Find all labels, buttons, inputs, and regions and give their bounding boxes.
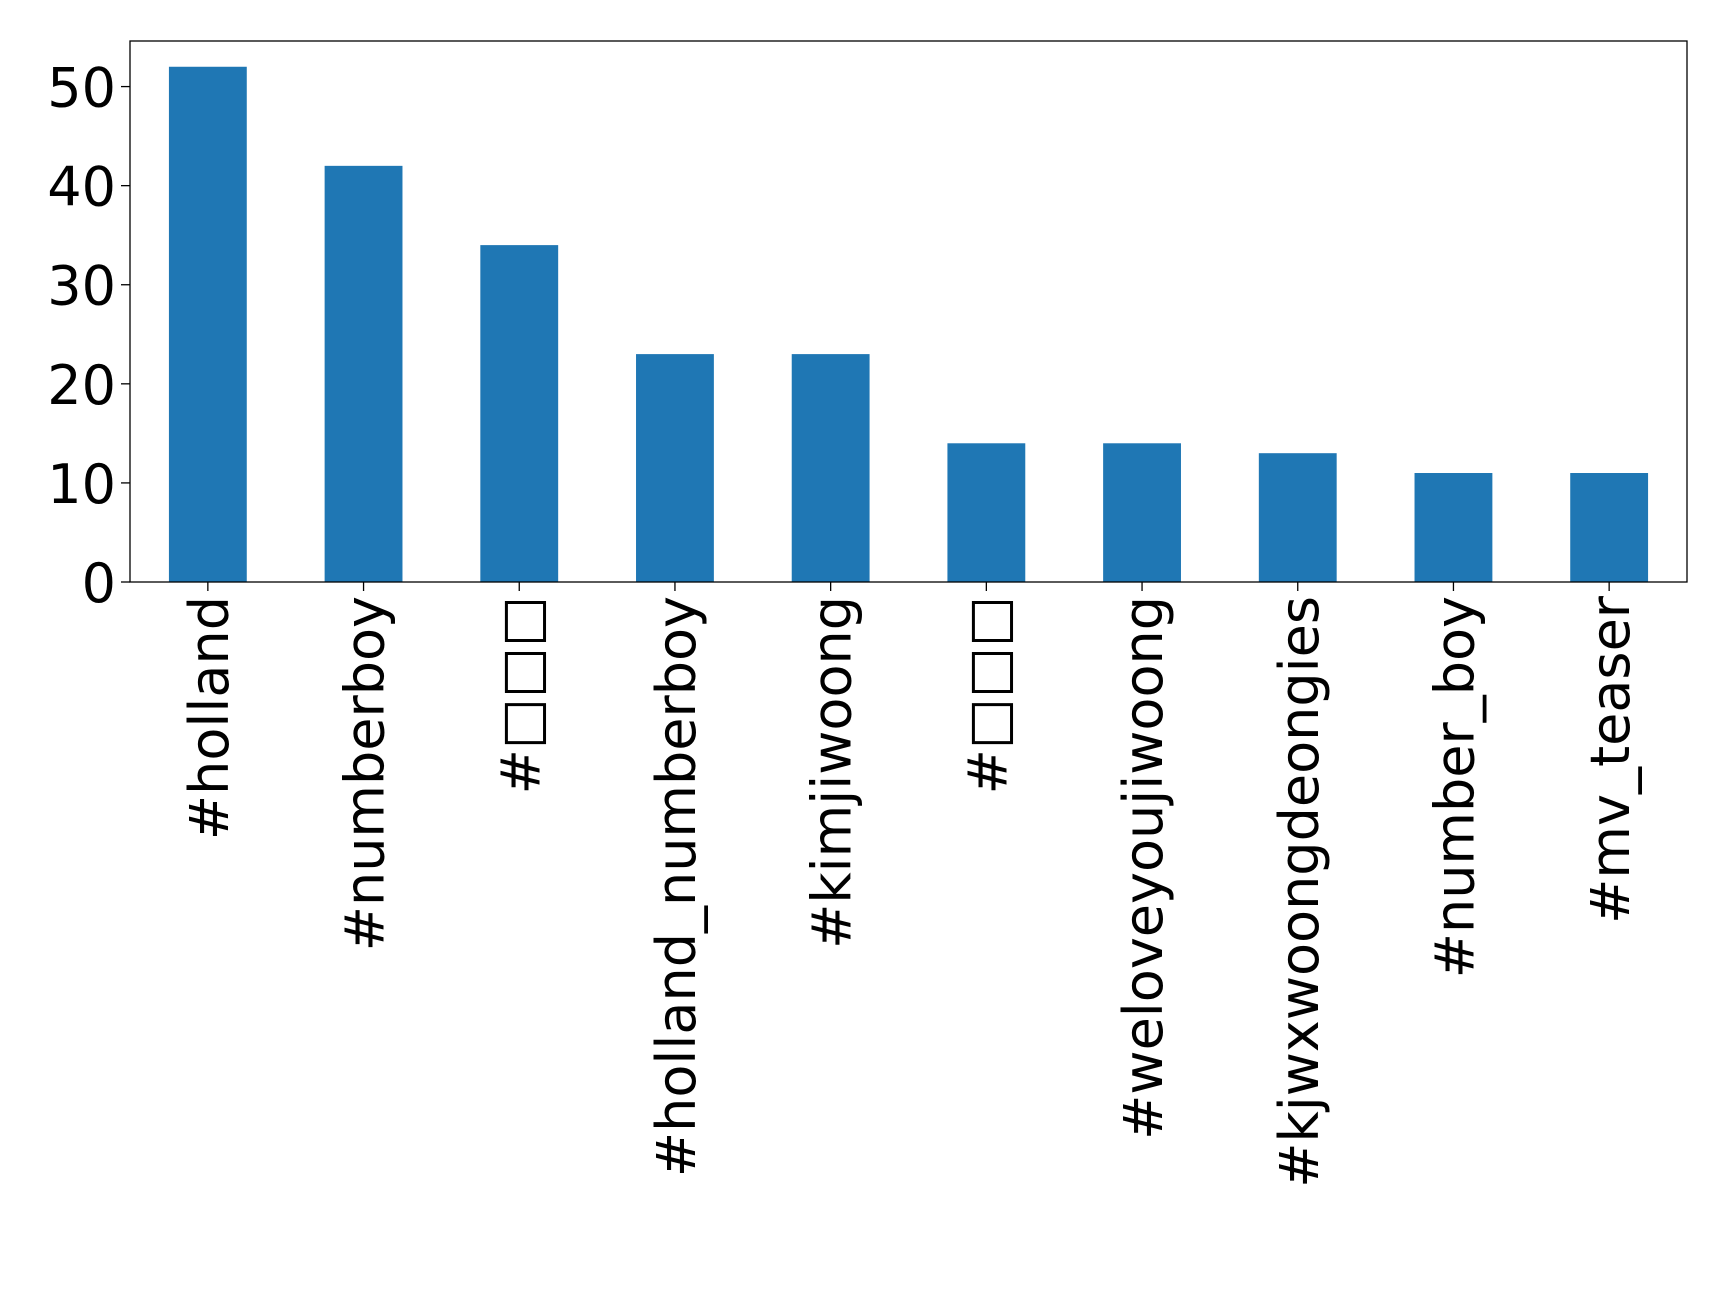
x-tick-label: #mv_teaser xyxy=(1579,595,1642,924)
x-tick-label: #□□□ xyxy=(489,596,552,794)
bar xyxy=(1258,453,1337,582)
x-tick-label: #numberboy xyxy=(334,596,397,951)
x-tick-label: #holland_numberboy xyxy=(645,596,708,1177)
y-tick-label: 50 xyxy=(47,57,116,120)
bar xyxy=(791,354,870,582)
y-tick-label: 20 xyxy=(47,354,116,417)
bar xyxy=(636,354,714,582)
y-tick-label: 0 xyxy=(82,552,116,615)
bar xyxy=(480,245,559,582)
bar xyxy=(324,165,403,582)
y-tick-label: 10 xyxy=(47,453,116,516)
plot-frame xyxy=(129,40,1688,583)
bar xyxy=(1414,473,1493,582)
bar xyxy=(947,443,1026,582)
x-tick-label: #kimjiwoong xyxy=(801,596,864,949)
x-tick-label: #kjwxwoongdeongies xyxy=(1268,596,1331,1188)
y-tick-label: 40 xyxy=(47,156,116,219)
x-tick-label: #holland xyxy=(178,596,241,840)
bar xyxy=(1103,443,1181,582)
bar xyxy=(168,66,247,582)
y-tick-label: 30 xyxy=(47,255,116,318)
x-tick-label: #number_boy xyxy=(1423,596,1486,978)
x-tick-label: #weloveyoujiwoong xyxy=(1112,596,1175,1140)
x-tick-label: #□□□ xyxy=(956,596,1019,794)
bar xyxy=(1570,473,1649,582)
